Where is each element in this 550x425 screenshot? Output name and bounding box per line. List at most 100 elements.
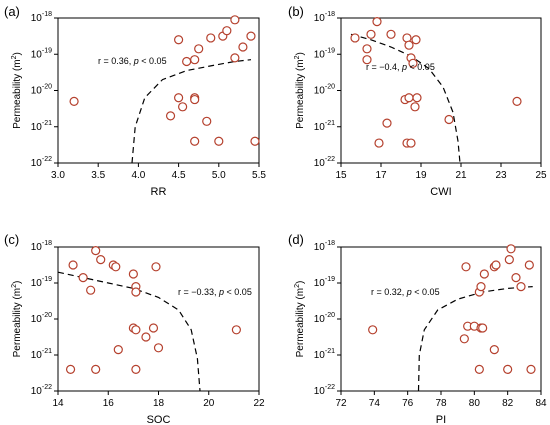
y-tick-label: 10-18 [314, 240, 335, 253]
panel-label: (c) [4, 232, 19, 247]
x-tick-label: 16 [103, 398, 115, 409]
trend-curve [57, 271, 201, 392]
x-tick-label: 23 [495, 170, 507, 181]
y-tick-label: 10-20 [314, 84, 335, 97]
data-point [153, 343, 164, 353]
data-point [350, 33, 360, 43]
data-point [148, 323, 159, 333]
data-point [78, 273, 88, 283]
y-tick-label: 10-22 [314, 384, 335, 397]
chart-panel-4: (d) 72 74 76 78 80 82 84 10-22 10-21 10-20 10-19 10-… [288, 232, 547, 425]
x-tick-label: 17 [375, 170, 387, 181]
x-tick-label: 5.5 [252, 170, 266, 181]
x-tick-label: 80 [469, 398, 481, 409]
data-point [131, 287, 141, 297]
x-tick-label: 76 [402, 398, 414, 409]
data-point [151, 262, 161, 272]
data-point [374, 138, 384, 148]
data-point [222, 26, 232, 36]
data-point [202, 116, 212, 126]
y-tick-label: 10-20 [31, 312, 52, 325]
data-point [362, 44, 372, 54]
data-point [489, 345, 499, 355]
x-tick-label: 19 [415, 170, 427, 181]
data-point [131, 325, 141, 335]
data-point [91, 364, 101, 374]
x-axis-label: SOC [147, 414, 171, 425]
data-point [214, 136, 224, 146]
data-point [476, 282, 486, 292]
x-axis-label: CWI [430, 186, 451, 198]
data-point [406, 138, 416, 148]
y-tick-label: 10-19 [31, 47, 52, 60]
data-point [512, 96, 522, 106]
data-point [504, 255, 514, 265]
panel-label: (a) [4, 4, 20, 19]
y-tick-label: 10-21 [31, 120, 52, 133]
data-point [459, 334, 469, 344]
x-tick-label: 74 [369, 398, 381, 409]
data-point [230, 15, 240, 25]
y-axis-label: Permeability (m2) [11, 281, 23, 358]
data-point [503, 364, 513, 374]
x-tick-label: 5.0 [212, 170, 226, 181]
y-tick-label: 10-18 [31, 240, 52, 253]
y-tick-label: 10-21 [314, 348, 335, 361]
x-tick-label: 4.0 [131, 170, 145, 181]
data-point [128, 269, 138, 279]
x-tick-label: 72 [335, 398, 347, 409]
data-point [86, 285, 96, 295]
data-point [250, 136, 260, 146]
data-point [366, 29, 376, 39]
x-tick-label: 14 [52, 398, 64, 409]
data-point [491, 260, 501, 270]
trend-curve [131, 59, 252, 164]
data-point [190, 55, 200, 65]
data-point [372, 17, 382, 27]
data-point [178, 102, 188, 112]
panel-label: (b) [288, 4, 304, 19]
y-tick-label: 10-18 [31, 11, 52, 24]
data-point [246, 31, 256, 41]
y-axis-label: Permeability (m2) [294, 281, 306, 358]
y-tick-label: 10-22 [31, 384, 52, 397]
data-point [165, 111, 176, 121]
data-point [174, 93, 184, 103]
data-point [194, 44, 204, 54]
correlation-annotation: r = −0.33, p < 0.05 [178, 287, 252, 297]
data-point [69, 96, 79, 106]
x-tick-label: 21 [455, 170, 467, 181]
x-axis-label: RR [151, 186, 167, 198]
data-point [516, 282, 526, 292]
chart-panel-2: (b) 15 17 19 21 23 25 10-22 10-21 10-20 10-19 10-18… [288, 4, 547, 198]
y-axis-label: Permeability (m2) [294, 52, 306, 129]
data-point [190, 136, 200, 146]
data-point [410, 102, 420, 112]
data-point [68, 260, 78, 270]
data-point [404, 93, 414, 103]
data-point [411, 35, 421, 45]
data-point [478, 323, 488, 333]
x-tick-label: 25 [535, 170, 547, 181]
trend-curve [417, 286, 533, 392]
y-tick-label: 10-22 [314, 156, 335, 169]
trend-curve [350, 33, 461, 164]
y-tick-label: 10-21 [31, 348, 52, 361]
data-point [206, 33, 216, 43]
data-point [141, 332, 151, 342]
x-tick-label: 20 [203, 398, 215, 409]
x-tick-label: 82 [502, 398, 514, 409]
data-point [479, 269, 489, 279]
data-point [524, 260, 534, 270]
data-point [461, 262, 471, 272]
x-tick-label: 3.5 [91, 170, 105, 181]
data-point [474, 364, 484, 374]
plot-frame [57, 17, 260, 164]
data-point [506, 244, 516, 254]
data-point [404, 40, 414, 50]
y-tick-label: 10-19 [314, 47, 335, 60]
x-tick-label: 78 [435, 398, 447, 409]
y-tick-label: 10-19 [314, 276, 335, 289]
data-point [111, 262, 121, 272]
